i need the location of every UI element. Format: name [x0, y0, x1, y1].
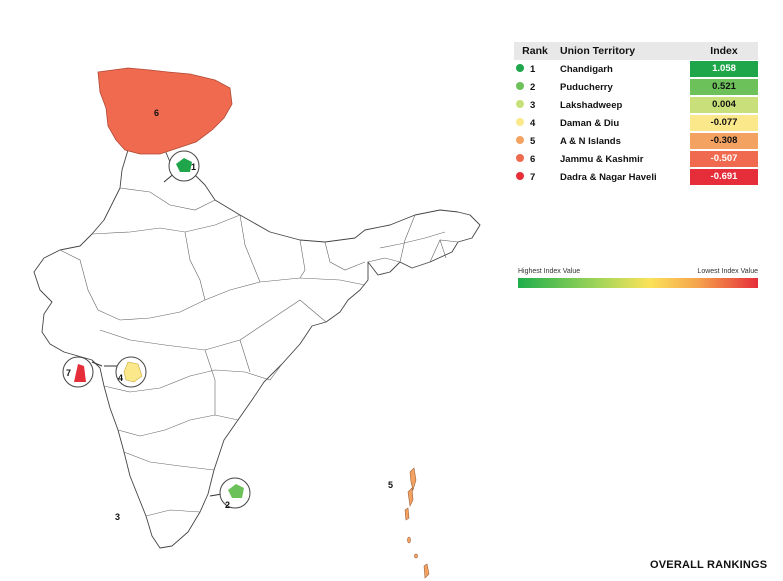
table-row: 7 Dadra & Nagar Haveli -0.691 [514, 168, 758, 186]
rankings-table: Rank Union Territory Index 1 Chandigarh 1.… [514, 42, 758, 186]
footer-title: OVERALL RANKINGS [650, 559, 768, 571]
index-cell: 1.058 [690, 60, 758, 78]
region-chandigarh [176, 158, 192, 172]
table-row: 3 Lakshadweep 0.004 [514, 96, 758, 114]
index-cell: -0.077 [690, 114, 758, 132]
index-value: -0.507 [690, 151, 758, 167]
table-row: 5 A & N Islands -0.308 [514, 132, 758, 150]
table-row: 4 Daman & Diu -0.077 [514, 114, 758, 132]
dadra-leader [91, 361, 103, 367]
rank-number: 1 [530, 63, 536, 75]
state-borders [59, 187, 459, 517]
label-lakshadweep: 3 [115, 512, 120, 522]
header-rank: Rank [514, 42, 556, 60]
region-jammu-kashmir [97, 67, 233, 155]
region-daman [123, 361, 143, 383]
rank-dot-cell [514, 78, 526, 96]
region-andaman-nicobar [404, 467, 430, 579]
index-value: 0.521 [690, 79, 758, 95]
rank-dot-icon [516, 171, 524, 180]
index-value: -0.308 [690, 133, 758, 149]
rank-dot-cell [514, 150, 526, 168]
territory-name: Daman & Diu [560, 117, 620, 129]
index-cell: -0.308 [690, 132, 758, 150]
label-dadra: 7 [66, 368, 71, 378]
table-row: 1 Chandigarh 1.058 [514, 60, 758, 78]
label-andaman: 5 [388, 480, 393, 490]
rank-dot-cell [514, 132, 526, 150]
index-cell: -0.507 [690, 150, 758, 168]
table-row: 6 Jammu & Kashmir -0.507 [514, 150, 758, 168]
index-value: -0.077 [690, 115, 758, 131]
territory-name: Jammu & Kashmir [560, 153, 644, 165]
label-daman: 4 [118, 373, 123, 383]
northeast-borders [367, 231, 447, 263]
legend-lowest: Lowest Index Value [697, 268, 758, 275]
india-outline [33, 149, 481, 549]
header-index: Index [690, 42, 758, 60]
label-puducherry: 2 [225, 500, 230, 510]
region-puducherry [228, 484, 244, 498]
rank-number: 5 [530, 135, 536, 147]
index-cell: 0.521 [690, 78, 758, 96]
index-cell: 0.004 [690, 96, 758, 114]
rank-dot-icon [516, 117, 524, 126]
header-territory: Union Territory [556, 42, 690, 60]
index-value: -0.691 [690, 169, 758, 185]
table-header-row: Rank Union Territory Index [514, 42, 758, 60]
territory-name: Chandigarh [560, 63, 613, 75]
territory-name: Puducherry [560, 81, 613, 93]
index-value: 1.058 [690, 61, 758, 77]
territory-name: A & N Islands [560, 135, 621, 147]
rank-dot-cell [514, 60, 526, 78]
rank-dot-icon [516, 153, 524, 162]
rank-dot-cell [514, 96, 526, 114]
rank-number: 6 [530, 153, 536, 165]
table-row: 2 Puducherry 0.521 [514, 78, 758, 96]
territory-name: Dadra & Nagar Haveli [560, 171, 657, 183]
rank-dot-icon [516, 99, 524, 108]
legend-gradient-bar [518, 278, 758, 288]
region-dadra [74, 364, 86, 382]
rank-dot-icon [516, 81, 524, 90]
rank-dot-icon [516, 135, 524, 144]
index-value: 0.004 [690, 97, 758, 113]
rank-dot-cell [514, 168, 526, 186]
label-chandigarh: 1 [191, 162, 196, 172]
rank-number: 4 [530, 117, 536, 129]
legend-highest: Highest Index Value [518, 268, 581, 275]
label-jk: 6 [154, 108, 159, 118]
index-cell: -0.691 [690, 168, 758, 186]
rank-number: 3 [530, 99, 536, 111]
rank-dot-cell [514, 114, 526, 132]
rank-number: 2 [530, 81, 536, 93]
rank-number: 7 [530, 171, 536, 183]
color-legend: Highest Index Value Lowest Index Value [518, 268, 758, 288]
rank-dot-icon [516, 63, 524, 72]
territory-name: Lakshadweep [560, 99, 623, 111]
